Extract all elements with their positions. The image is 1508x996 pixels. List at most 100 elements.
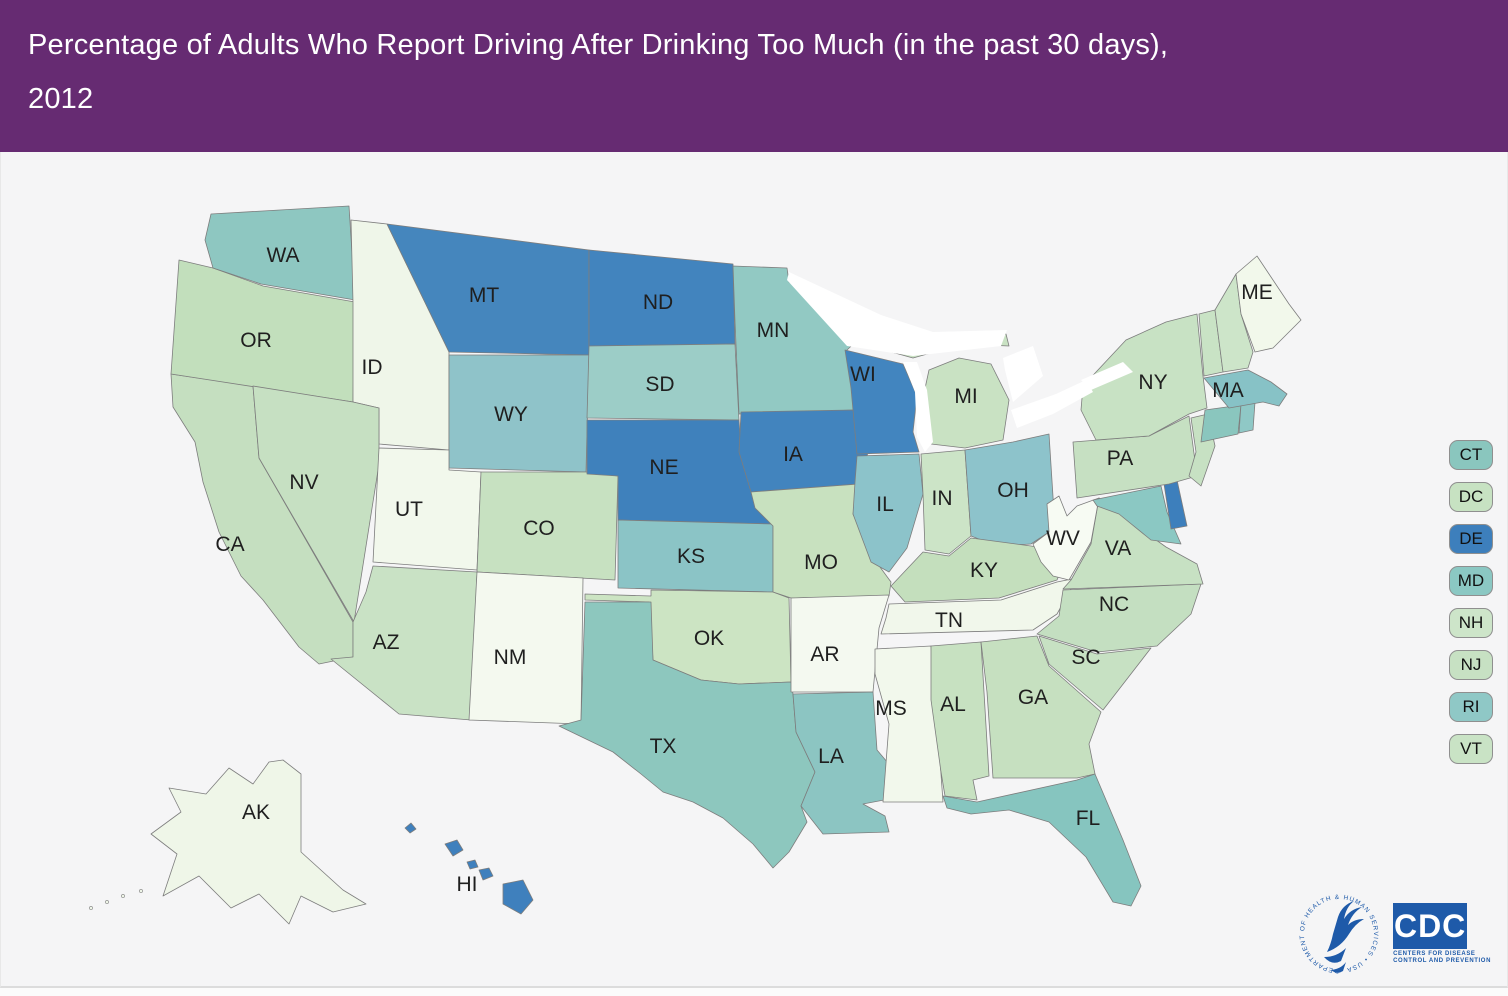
lake	[1081, 362, 1133, 390]
legend-item-md[interactable]: MD	[1449, 566, 1493, 596]
state-label-co: CO	[523, 517, 555, 540]
state-hi[interactable]	[466, 859, 479, 870]
lake	[1003, 346, 1043, 402]
state-label-wy: WY	[494, 403, 528, 426]
state-me[interactable]	[1235, 255, 1302, 353]
state-label-az: AZ	[373, 631, 400, 654]
state-ak[interactable]	[150, 759, 367, 925]
state-hi[interactable]	[502, 879, 534, 915]
state-ar[interactable]	[790, 594, 890, 693]
state-label-wa: WA	[266, 244, 299, 267]
hhs-eagle-icon	[1324, 901, 1365, 973]
state-label-or: OR	[240, 329, 272, 352]
state-nc[interactable]	[1036, 583, 1202, 653]
aleutian-islet	[121, 894, 125, 898]
legend-item-ri[interactable]: RI	[1449, 692, 1493, 722]
states-layer	[150, 205, 1302, 925]
state-label-wi: WI	[850, 363, 876, 386]
lake	[903, 362, 933, 452]
state-label-ar: AR	[810, 643, 839, 666]
state-label-mi: MI	[954, 385, 977, 408]
state-label-va: VA	[1105, 537, 1131, 560]
state-label-ut: UT	[395, 498, 423, 521]
state-il[interactable]	[852, 453, 924, 573]
legend-item-dc[interactable]: DC	[1449, 482, 1493, 512]
state-sc[interactable]	[1038, 635, 1152, 711]
state-wa[interactable]	[204, 205, 356, 301]
state-label-nd: ND	[643, 291, 673, 314]
cdc-logo: CDC CENTERS FOR DISEASE CONTROL AND PREV…	[1393, 903, 1491, 965]
state-label-ok: OK	[694, 627, 724, 650]
state-label-ny: NY	[1138, 371, 1167, 394]
legend-item-ct[interactable]: CT	[1449, 440, 1493, 470]
state-label-mt: MT	[469, 284, 499, 307]
state-label-oh: OH	[997, 479, 1029, 502]
state-wv[interactable]	[1032, 495, 1100, 581]
state-label-sd: SD	[645, 373, 674, 396]
state-label-nv: NV	[289, 471, 318, 494]
state-label-ks: KS	[677, 545, 705, 568]
state-label-ne: NE	[649, 456, 678, 479]
lakes-layer	[89, 272, 1133, 910]
aleutian-islet	[139, 889, 143, 893]
page-title-line1: Percentage of Adults Who Report Driving …	[28, 29, 1169, 61]
state-fl[interactable]	[942, 773, 1142, 907]
state-la[interactable]	[792, 691, 906, 835]
state-ia[interactable]	[738, 409, 872, 493]
hhs-logo: DEPARTMENT OF HEALTH & HUMAN SERVICES • …	[1299, 894, 1378, 974]
state-hi[interactable]	[444, 839, 464, 857]
state-al[interactable]	[930, 641, 990, 801]
state-wi[interactable]	[844, 349, 920, 455]
state-label-id: ID	[362, 356, 383, 379]
state-hi[interactable]	[404, 822, 417, 834]
state-label-hi: HI	[457, 873, 478, 896]
state-ga[interactable]	[980, 635, 1102, 779]
state-label-la: LA	[818, 745, 844, 768]
aleutian-islet	[105, 900, 109, 904]
state-label-fl: FL	[1076, 807, 1101, 830]
state-ma[interactable]	[1203, 369, 1288, 409]
legend-item-de[interactable]: DE	[1449, 524, 1493, 554]
state-label-al: AL	[940, 693, 966, 716]
agency-logos: DEPARTMENT OF HEALTH & HUMAN SERVICES • …	[1297, 890, 1491, 978]
state-label-tx: TX	[650, 735, 677, 758]
state-label-sc: SC	[1071, 646, 1100, 669]
state-ct[interactable]	[1200, 404, 1242, 443]
state-tn[interactable]	[880, 577, 1078, 635]
state-label-ak: AK	[242, 801, 270, 824]
lake	[787, 272, 1007, 356]
state-label-ma: MA	[1212, 379, 1244, 402]
state-label-me: ME	[1241, 281, 1273, 304]
us-choropleth-map: CA OR WA ID MT WY NV UT CO AZ NM ND SD NE KS OK TX MN IA MO…	[89, 205, 1302, 925]
state-md[interactable]	[1092, 485, 1182, 545]
state-label-mn: MN	[757, 319, 790, 342]
legend-item-nh[interactable]: NH	[1449, 608, 1493, 638]
state-co[interactable]	[476, 471, 619, 581]
state-label-ms: MS	[875, 697, 907, 720]
labels-layer: CA OR WA ID MT WY NV UT CO AZ NM ND SD NE KS OK TX MN IA MO…	[215, 244, 1272, 896]
state-label-nm: NM	[494, 646, 527, 669]
state-label-ia: IA	[783, 443, 803, 466]
state-label-mo: MO	[804, 551, 838, 574]
state-tx[interactable]	[558, 601, 816, 869]
page-title-line2: 2012	[28, 83, 94, 115]
legend-item-vt[interactable]: VT	[1449, 734, 1493, 764]
state-label-nc: NC	[1099, 593, 1129, 616]
state-label-pa: PA	[1107, 447, 1133, 470]
state-label-il: IL	[876, 493, 894, 516]
state-hi[interactable]	[478, 867, 494, 881]
state-label-tn: TN	[935, 609, 963, 632]
lake	[1011, 380, 1093, 428]
state-ri[interactable]	[1238, 401, 1256, 434]
state-label-ga: GA	[1018, 686, 1048, 709]
cdc-sub-text: CENTERS FOR DISEASE CONTROL AND PREVENTI…	[1393, 951, 1491, 964]
small-state-legend: CT DC DE MD NH NJ RI VT	[1449, 440, 1493, 764]
legend-item-nj[interactable]: NJ	[1449, 650, 1493, 680]
state-label-in: IN	[932, 487, 953, 510]
state-label-wv: WV	[1046, 527, 1080, 550]
aleutian-islet	[89, 906, 93, 910]
state-label-ky: KY	[970, 559, 998, 582]
cdc-acronym-block: CDC	[1393, 903, 1468, 949]
title-banner: Percentage of Adults Who Report Driving …	[0, 0, 1508, 152]
state-ny[interactable]	[1080, 313, 1208, 441]
